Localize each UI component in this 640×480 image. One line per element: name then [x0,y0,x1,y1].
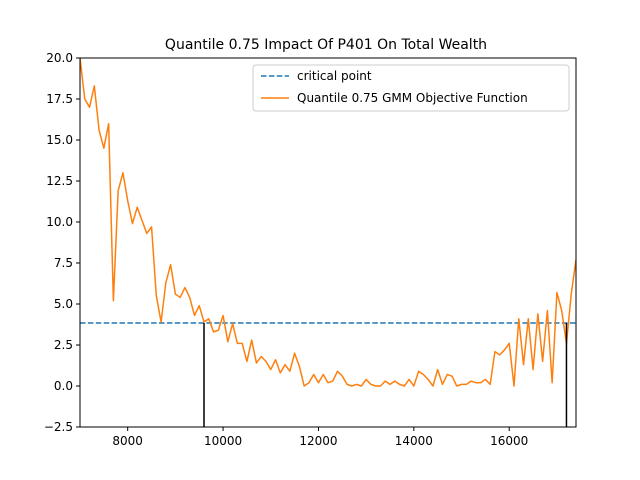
legend-label: critical point [297,69,372,83]
legend-box [252,64,570,112]
y-tick-label: 0.0 [54,379,73,393]
y-tick-label: 15.0 [46,133,73,147]
x-tick-label: 16000 [490,434,528,448]
legend: critical point Quantile 0.75 GMM Objectiv… [252,64,570,112]
y-tick-label: 17.5 [46,92,73,106]
chart-title: Quantile 0.75 Impact Of P401 On Total We… [165,37,487,53]
y-tick-label: 10.0 [46,215,73,229]
plot-frame [79,57,577,428]
plot-area [79,57,577,428]
y-tick-label: −2.5 [44,420,73,434]
x-tick-label: 12000 [299,434,337,448]
x-tick-label: 8000 [112,434,143,448]
objective-function-line [80,58,576,387]
x-tick-label: 14000 [395,434,433,448]
x-tick-label: 10000 [204,434,242,448]
plot-marks [80,58,576,427]
y-tick-label: 5.0 [54,297,73,311]
y-tick-label: 20.0 [46,51,73,65]
y-axis: −2.5 0.0 2.5 5.0 7.5 10.0 12.5 15.0 17.5 20.0 [44,51,80,434]
y-tick-label: 12.5 [46,174,73,188]
y-tick-label: 2.5 [54,338,73,352]
legend-label: Quantile 0.75 GMM Objective Function [297,91,528,105]
x-axis: 8000 10000 12000 14000 16000 [112,427,528,448]
y-tick-label: 7.5 [54,256,73,270]
